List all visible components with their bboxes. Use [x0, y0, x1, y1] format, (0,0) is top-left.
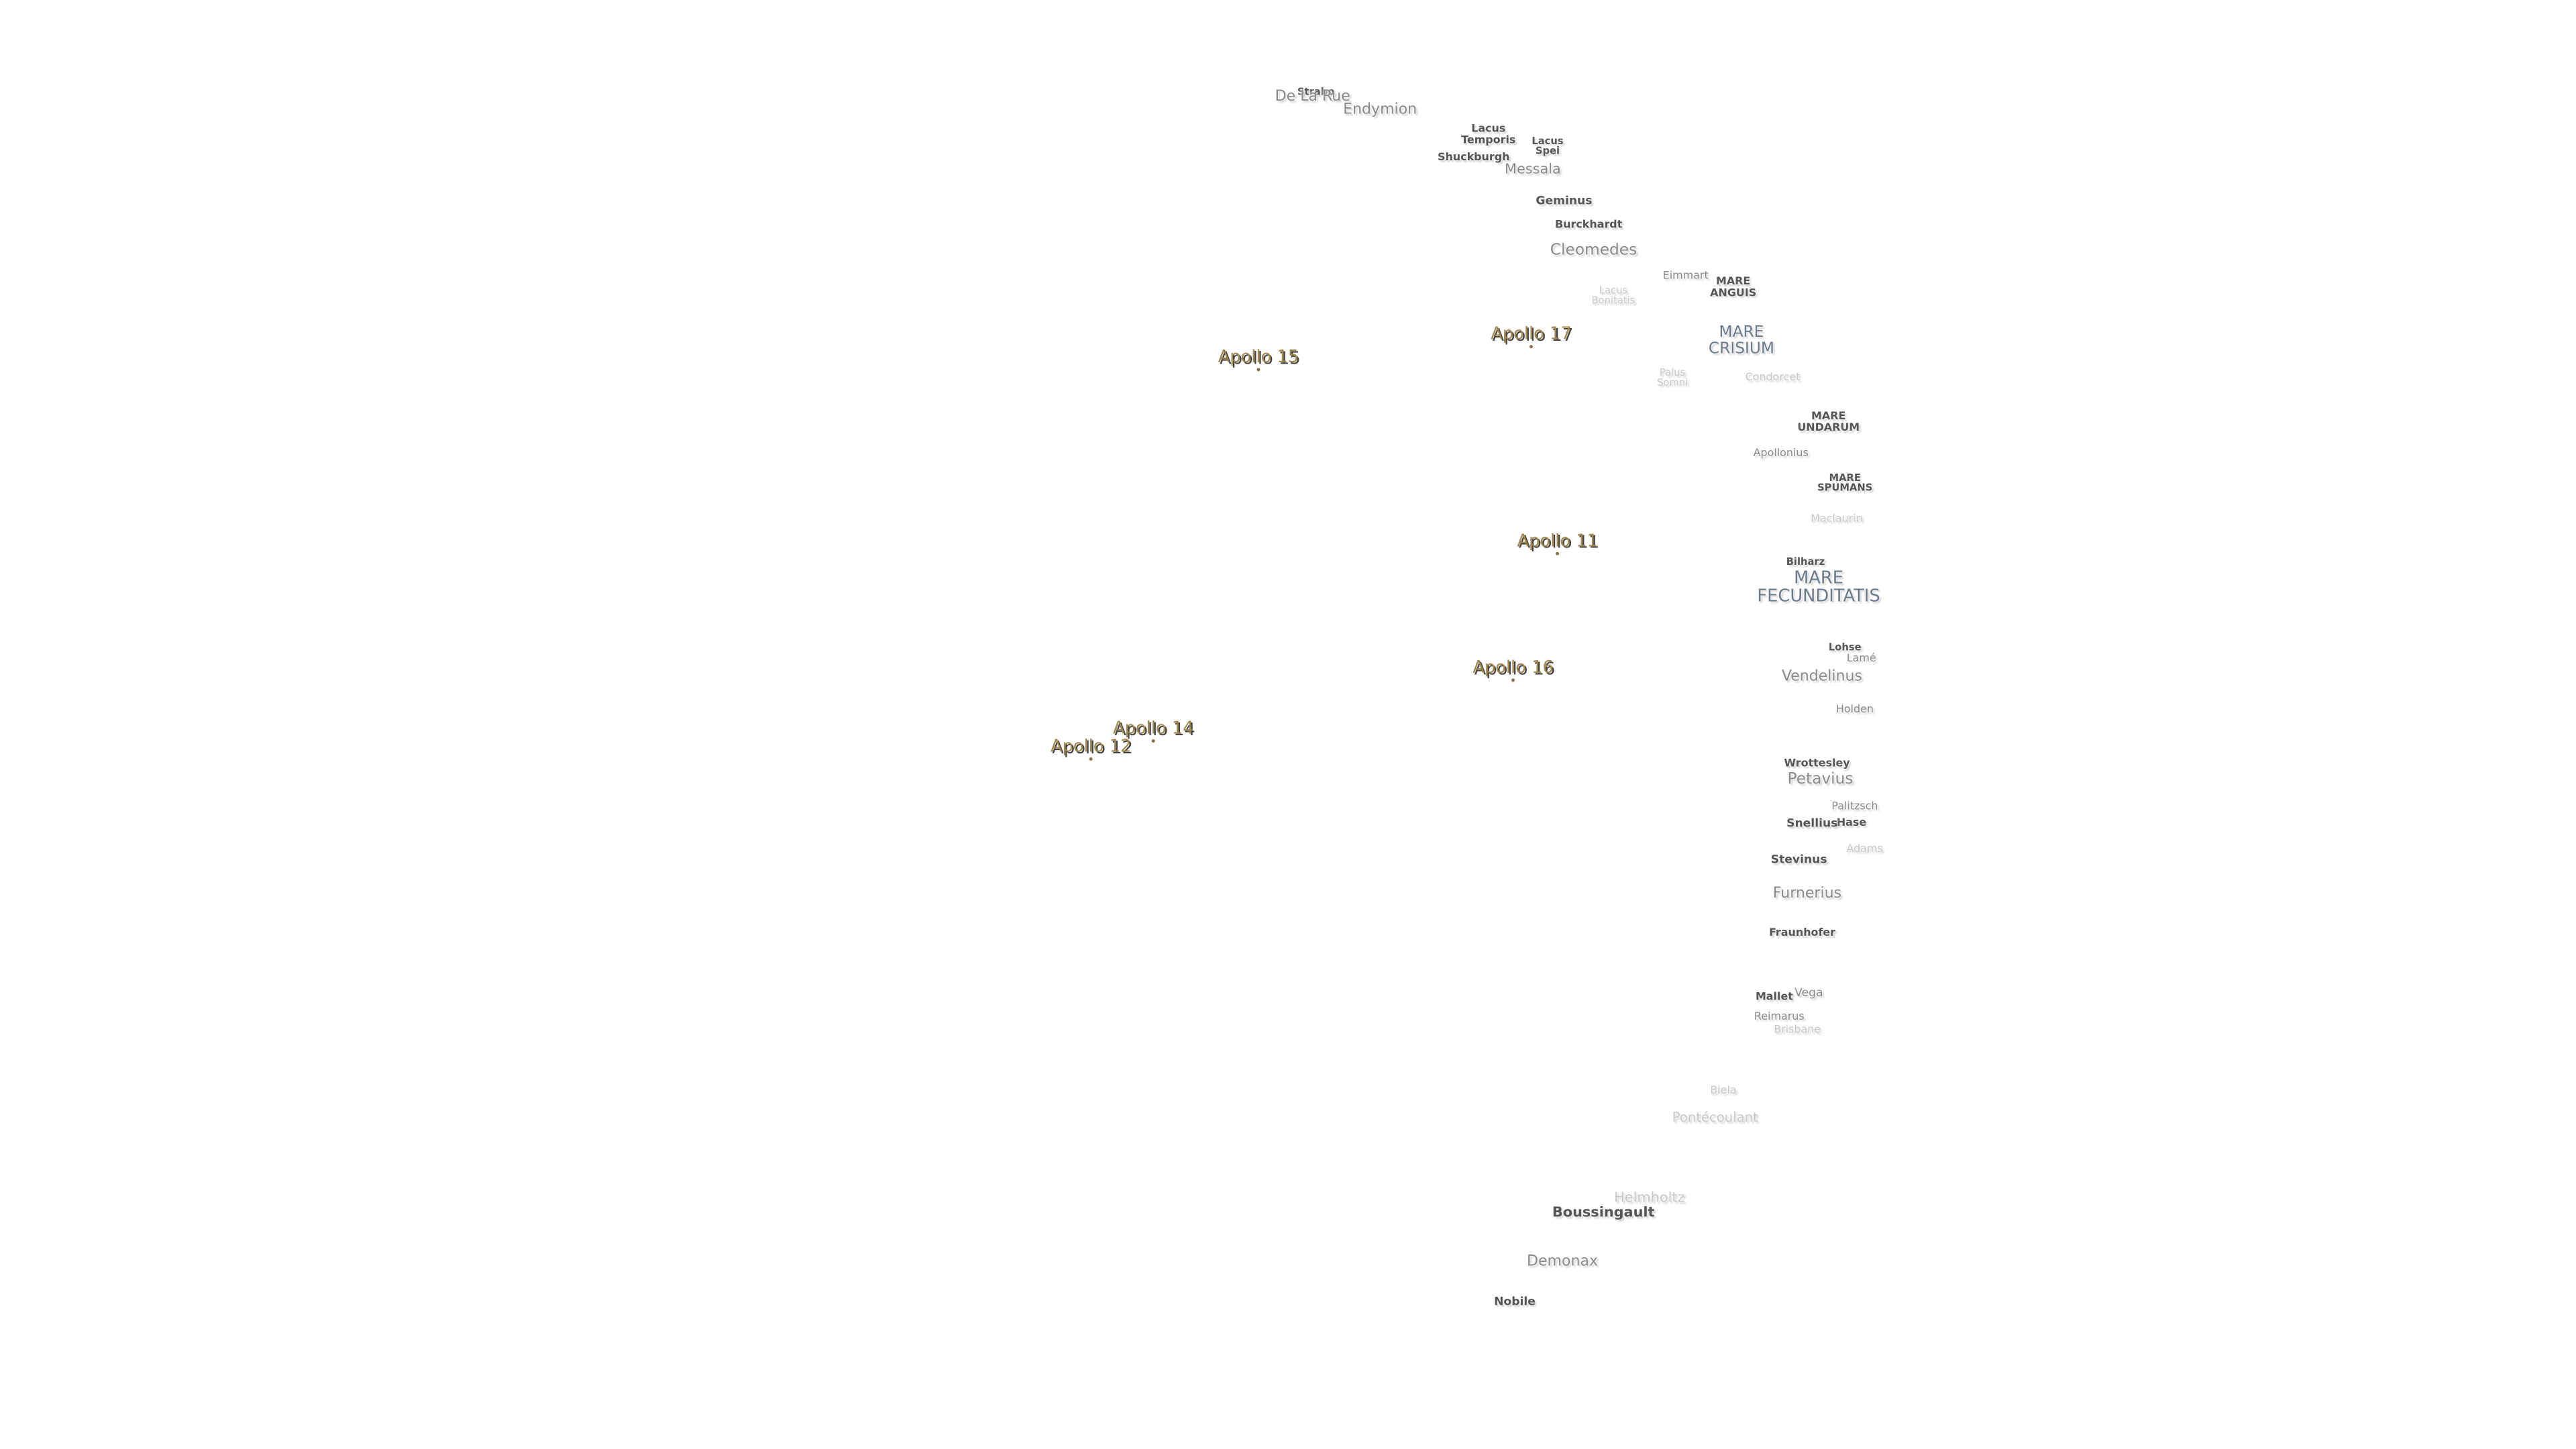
feature-label: MARE ANGUIS — [1710, 274, 1757, 299]
feature-label: Pontécoulant — [1672, 1110, 1758, 1126]
landing-site-label: Apollo 12 — [1050, 737, 1132, 757]
feature-label: Geminus — [1536, 194, 1593, 208]
feature-label: Bilharz — [1786, 556, 1825, 568]
landing-site-label: Apollo 15 — [1218, 347, 1299, 368]
feature-label: Vega — [1794, 986, 1823, 1000]
landing-site-label: Apollo 11 — [1517, 531, 1598, 551]
feature-label: Lamé — [1846, 651, 1876, 665]
feature-label: Helmholtz — [1614, 1190, 1685, 1207]
feature-label: Lacus Spei — [1532, 136, 1564, 158]
feature-label: Petavius — [1787, 770, 1854, 789]
feature-label: Eimmart — [1662, 268, 1709, 282]
feature-label: Nobile — [1494, 1295, 1536, 1309]
feature-label: Furnerius — [1772, 885, 1842, 903]
feature-label: Fraunhofer — [1769, 926, 1836, 939]
landing-site-label: Apollo 17 — [1491, 324, 1572, 345]
feature-label: MARE SPUMANS — [1817, 472, 1873, 495]
feature-label: Endymion — [1343, 102, 1417, 119]
landing-site-label: Apollo 14 — [1112, 718, 1194, 739]
feature-label: De La Rue — [1275, 89, 1350, 106]
feature-label: Boussingault — [1552, 1205, 1655, 1222]
feature-label: Wrottesley — [1784, 756, 1850, 770]
feature-label: Messala — [1505, 162, 1561, 178]
feature-label: Biela — [1710, 1083, 1737, 1097]
feature-label: Holden — [1835, 702, 1874, 716]
feature-label: Lohse — [1828, 642, 1862, 654]
feature-label: Lacus Bonitatis — [1591, 285, 1635, 307]
feature-label: Snellius — [1786, 816, 1838, 830]
landing-site-marker — [1511, 678, 1515, 682]
landing-site-marker — [1529, 345, 1533, 349]
feature-label: Reimarus — [1754, 1010, 1805, 1023]
feature-label: Adams — [1846, 842, 1883, 855]
feature-label: Maclaurin — [1811, 512, 1863, 525]
feature-label: Cleomedes — [1550, 241, 1638, 260]
feature-label: Palus Somni — [1657, 367, 1688, 390]
feature-label: Palitzsch — [1831, 799, 1878, 813]
feature-label: Brisbane — [1774, 1022, 1821, 1036]
feature-label: Burckhardt — [1555, 217, 1623, 231]
feature-label: Condorcet — [1745, 370, 1801, 384]
feature-label: MARE UNDARUM — [1797, 409, 1860, 434]
landing-site-marker — [1089, 757, 1093, 761]
feature-label: MARE FECUNDITATIS — [1757, 568, 1880, 606]
feature-label: Hase — [1836, 816, 1867, 829]
landing-site-marker — [1256, 368, 1260, 372]
feature-label: Strabo — [1297, 87, 1335, 99]
feature-label: Lacus Temporis — [1461, 121, 1516, 146]
feature-label: MARE CRISIUM — [1708, 323, 1774, 358]
feature-label: Stevinus — [1770, 853, 1827, 867]
landing-site-marker — [1151, 739, 1155, 743]
feature-label: Mallet — [1755, 989, 1793, 1004]
feature-label: Apollonius — [1753, 446, 1809, 460]
feature-label: Demonax — [1526, 1254, 1599, 1271]
feature-label: Vendelinus — [1781, 669, 1863, 686]
feature-label: Shuckburgh — [1438, 150, 1510, 164]
landing-site-label: Apollo 16 — [1472, 657, 1554, 678]
landing-site-marker — [1556, 551, 1560, 555]
